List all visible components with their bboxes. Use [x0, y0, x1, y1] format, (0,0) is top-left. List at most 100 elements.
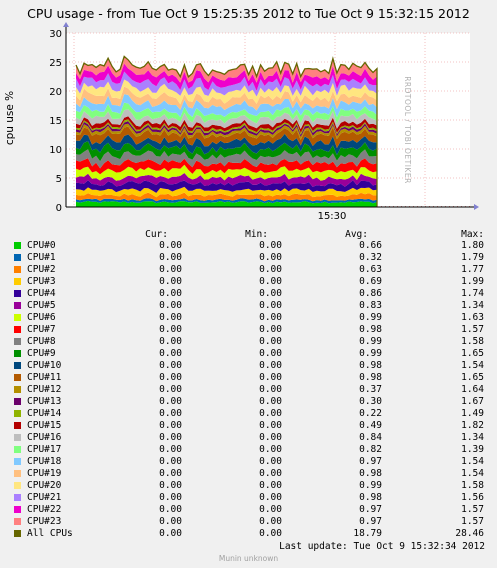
- area-series-cpu20: [76, 79, 377, 105]
- legend-swatch: [14, 362, 21, 369]
- legend-swatch: [14, 254, 21, 261]
- legend-avg: 18.79: [353, 528, 382, 539]
- legend-series-name: CPU#13: [27, 396, 62, 407]
- legend-max: 1.65: [461, 348, 484, 359]
- area-series-cpu10: [76, 133, 377, 155]
- legend-swatch: [14, 314, 21, 321]
- legend-swatch: [14, 278, 21, 285]
- legend-max: 1.39: [461, 444, 484, 455]
- legend-swatch: [14, 506, 21, 513]
- legend-max: 1.58: [461, 336, 484, 347]
- legend-series-name: CPU#17: [27, 444, 62, 455]
- legend-series-name: CPU#2: [27, 264, 56, 275]
- area-series-cpu18: [76, 94, 377, 118]
- legend-swatch: [14, 266, 21, 273]
- legend-series-name: CPU#6: [27, 312, 56, 323]
- legend-min: 0.00: [259, 420, 282, 431]
- legend-avg: 0.99: [359, 480, 382, 491]
- legend-cur: 0.00: [159, 276, 182, 287]
- legend-series-name: CPU#14: [27, 408, 62, 419]
- legend-avg: 0.63: [359, 264, 382, 275]
- legend-swatch: [14, 386, 21, 393]
- legend-min: 0.00: [259, 252, 282, 263]
- legend-cur: 0.00: [159, 420, 182, 431]
- legend-min: 0.00: [259, 288, 282, 299]
- legend-max: 1.34: [461, 432, 484, 443]
- legend-avg: 0.22: [359, 408, 382, 419]
- legend-series-name: CPU#23: [27, 516, 62, 527]
- legend-max: 1.34: [461, 300, 484, 311]
- legend-swatch: [14, 302, 21, 309]
- legend-cur: 0.00: [159, 384, 182, 395]
- legend-swatch: [14, 242, 21, 249]
- legend-series-name: CPU#9: [27, 348, 56, 359]
- legend-avg: 0.37: [359, 384, 382, 395]
- legend-cur: 0.00: [159, 300, 182, 311]
- legend-swatch: [14, 290, 21, 297]
- legend-min: 0.00: [259, 276, 282, 287]
- legend-min: 0.00: [259, 408, 282, 419]
- legend-swatch: [14, 530, 21, 537]
- last-update: Last update: Tue Oct 9 15:32:34 2012: [279, 541, 485, 552]
- legend-swatch: [14, 494, 21, 501]
- header-cur: Cur:: [145, 229, 168, 240]
- legend-max: 1.65: [461, 372, 484, 383]
- legend-max: 1.79: [461, 252, 484, 263]
- legend-row: CPU#14 0.00 0.00 0.22 1.49: [0, 408, 497, 420]
- legend-max: 1.74: [461, 288, 484, 299]
- legend-swatch: [14, 482, 21, 489]
- legend-min: 0.00: [259, 348, 282, 359]
- legend-max: 1.58: [461, 480, 484, 491]
- legend-row: CPU#2 0.00 0.00 0.63 1.77: [0, 264, 497, 276]
- legend-avg: 0.66: [359, 240, 382, 251]
- legend-cur: 0.00: [159, 456, 182, 467]
- legend-min: 0.00: [259, 300, 282, 311]
- area-series-cpu4: [76, 180, 377, 193]
- legend-cur: 0.00: [159, 360, 182, 371]
- legend-series-name: CPU#21: [27, 492, 62, 503]
- legend-cur: 0.00: [159, 336, 182, 347]
- legend-cur: 0.00: [159, 348, 182, 359]
- legend-min: 0.00: [259, 264, 282, 275]
- legend-avg: 0.98: [359, 468, 382, 479]
- header-min: Min:: [245, 229, 268, 240]
- legend-avg: 0.30: [359, 396, 382, 407]
- legend-min: 0.00: [259, 468, 282, 479]
- legend-cur: 0.00: [159, 312, 182, 323]
- legend-row: CPU#13 0.00 0.00 0.30 1.67: [0, 396, 497, 408]
- legend-row: CPU#20 0.00 0.00 0.99 1.58: [0, 480, 497, 492]
- legend-max: 1.80: [461, 240, 484, 251]
- legend-series-name: CPU#3: [27, 276, 56, 287]
- legend-cur: 0.00: [159, 264, 182, 275]
- legend-max: 1.57: [461, 324, 484, 335]
- legend-cur: 0.00: [159, 528, 182, 539]
- legend-row: CPU#1 0.00 0.00 0.32 1.79: [0, 252, 497, 264]
- area-series-cpu2: [76, 192, 377, 202]
- legend-cur: 0.00: [159, 288, 182, 299]
- legend-avg: 0.84: [359, 432, 382, 443]
- legend-min: 0.00: [259, 444, 282, 455]
- legend-cur: 0.00: [159, 252, 182, 263]
- legend-max: 1.57: [461, 516, 484, 527]
- legend-max: 1.54: [461, 456, 484, 467]
- legend-avg: 0.97: [359, 516, 382, 527]
- x-axis-arrow: [474, 204, 479, 210]
- legend-row: CPU#10 0.00 0.00 0.98 1.54: [0, 360, 497, 372]
- legend-min: 0.00: [259, 516, 282, 527]
- legend-max: 1.54: [461, 360, 484, 371]
- legend-row: CPU#11 0.00 0.00 0.98 1.65: [0, 372, 497, 384]
- line-series-all-cpus: [75, 55, 378, 207]
- legend-avg: 0.98: [359, 372, 382, 383]
- legend-series-name: CPU#11: [27, 372, 62, 383]
- area-series-cpu12: [76, 123, 377, 140]
- area-series-cpu11: [76, 126, 377, 148]
- legend-cur: 0.00: [159, 492, 182, 503]
- y-tick-label: 10: [49, 145, 62, 156]
- legend-swatch: [14, 458, 21, 465]
- area-series-cpu16: [76, 109, 377, 130]
- area-series-cpu17: [76, 102, 377, 124]
- legend-min: 0.00: [259, 312, 282, 323]
- legend-max: 1.49: [461, 408, 484, 419]
- legend-min: 0.00: [259, 432, 282, 443]
- y-tick-label: 25: [49, 58, 62, 69]
